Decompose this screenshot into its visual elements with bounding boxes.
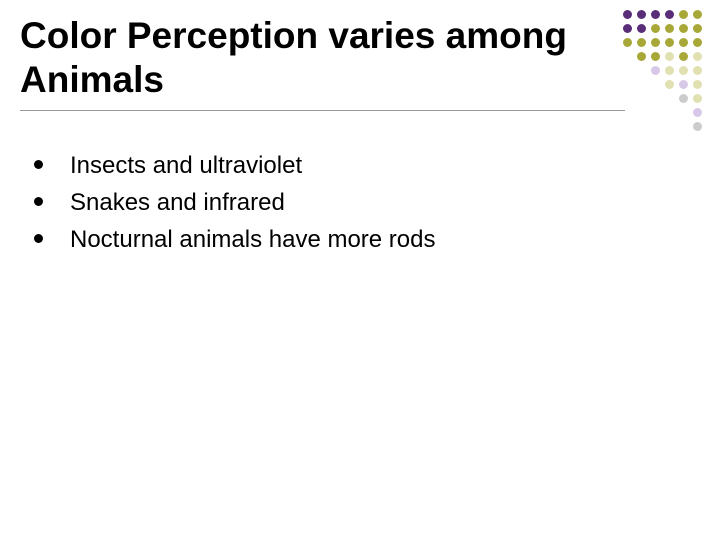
decoration-dot <box>665 24 674 33</box>
decoration-dot <box>693 52 702 61</box>
dots-decoration <box>623 10 708 160</box>
decoration-dot <box>637 10 646 19</box>
decoration-dot <box>679 52 688 61</box>
title-divider <box>20 110 625 111</box>
decoration-dot <box>623 10 632 19</box>
decoration-dot <box>665 38 674 47</box>
decoration-dot <box>623 24 632 33</box>
decoration-dot <box>651 52 660 61</box>
decoration-dot <box>637 24 646 33</box>
decoration-dot <box>679 38 688 47</box>
decoration-dot <box>665 10 674 19</box>
decoration-dot <box>693 108 702 117</box>
decoration-dot <box>693 122 702 131</box>
decoration-dot <box>679 24 688 33</box>
decoration-dot <box>665 52 674 61</box>
decoration-dot <box>693 24 702 33</box>
decoration-dot <box>637 52 646 61</box>
decoration-dot <box>679 10 688 19</box>
decoration-dot <box>693 80 702 89</box>
bullet-text: Insects and ultraviolet <box>70 150 302 181</box>
decoration-dot <box>693 10 702 19</box>
decoration-dot <box>665 66 674 75</box>
decoration-dot <box>637 38 646 47</box>
decoration-dot <box>679 80 688 89</box>
bullet-text: Nocturnal animals have more rods <box>70 224 436 255</box>
bullet-icon <box>34 234 43 243</box>
decoration-dot <box>693 94 702 103</box>
slide-title: Color Perception varies among Animals <box>20 14 620 103</box>
decoration-dot <box>651 38 660 47</box>
content-area: Insects and ultraviolet Snakes and infra… <box>34 150 436 262</box>
decoration-dot <box>623 38 632 47</box>
decoration-dot <box>693 38 702 47</box>
bullet-item: Insects and ultraviolet <box>34 150 436 181</box>
decoration-dot <box>651 10 660 19</box>
bullet-item: Nocturnal animals have more rods <box>34 224 436 255</box>
bullet-icon <box>34 197 43 206</box>
decoration-dot <box>679 66 688 75</box>
decoration-dot <box>651 66 660 75</box>
bullet-text: Snakes and infrared <box>70 187 285 218</box>
decoration-dot <box>679 94 688 103</box>
bullet-icon <box>34 160 43 169</box>
bullet-item: Snakes and infrared <box>34 187 436 218</box>
decoration-dot <box>651 24 660 33</box>
decoration-dot <box>693 66 702 75</box>
decoration-dot <box>665 80 674 89</box>
